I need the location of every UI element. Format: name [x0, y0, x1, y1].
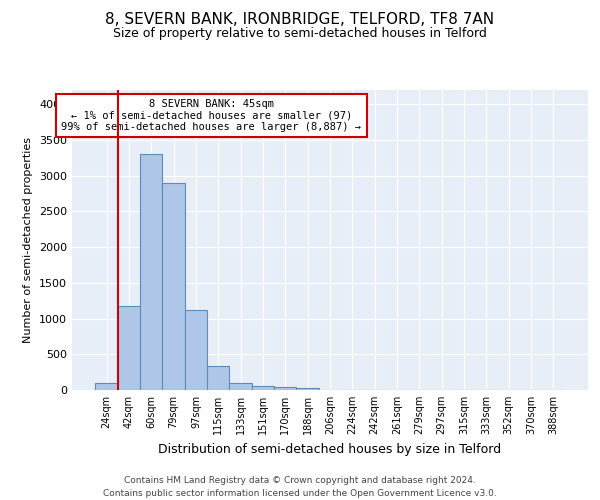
Bar [274, 387, 296, 390]
X-axis label: Distribution of semi-detached houses by size in Telford: Distribution of semi-detached houses by … [158, 442, 502, 456]
Bar [140, 154, 163, 390]
Bar [252, 386, 274, 390]
Bar [296, 388, 319, 390]
Text: Size of property relative to semi-detached houses in Telford: Size of property relative to semi-detach… [113, 28, 487, 40]
Bar [229, 383, 252, 390]
Text: Contains HM Land Registry data © Crown copyright and database right 2024.
Contai: Contains HM Land Registry data © Crown c… [103, 476, 497, 498]
Text: 8 SEVERN BANK: 45sqm
← 1% of semi-detached houses are smaller (97)
99% of semi-d: 8 SEVERN BANK: 45sqm ← 1% of semi-detach… [61, 99, 361, 132]
Bar [207, 366, 229, 390]
Text: 8, SEVERN BANK, IRONBRIDGE, TELFORD, TF8 7AN: 8, SEVERN BANK, IRONBRIDGE, TELFORD, TF8… [106, 12, 494, 28]
Y-axis label: Number of semi-detached properties: Number of semi-detached properties [23, 137, 34, 343]
Bar [185, 310, 207, 390]
Bar [118, 306, 140, 390]
Bar [163, 183, 185, 390]
Bar [95, 383, 118, 390]
